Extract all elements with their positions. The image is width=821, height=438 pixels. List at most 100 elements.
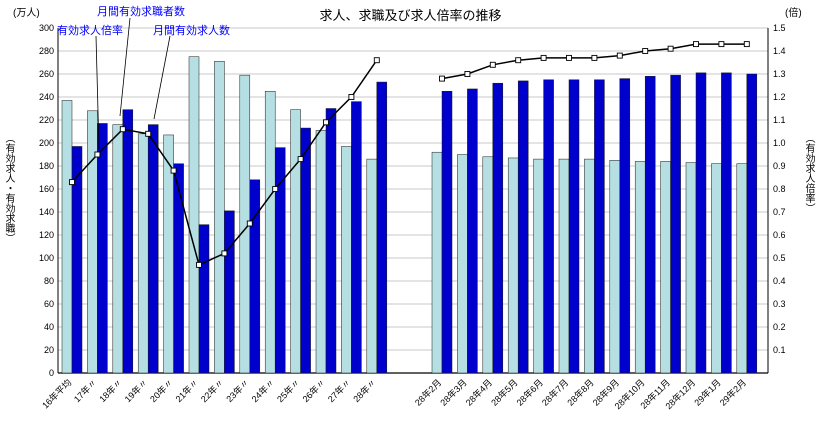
ratio-marker: [297, 156, 304, 163]
right-tick-label: 0.9: [773, 161, 786, 171]
left-tick-label: 140: [39, 207, 54, 217]
ratio-marker: [94, 151, 101, 158]
openings-bar: [173, 163, 184, 374]
seekers-bar: [315, 130, 327, 374]
ratio-marker: [272, 186, 279, 192]
right-tick-label: 0.4: [773, 276, 786, 286]
openings-bar: [122, 109, 134, 374]
left-tick-label: 220: [39, 115, 54, 125]
seekers-bar: [431, 151, 443, 374]
openings-bar: [249, 179, 261, 374]
left-tick-label: 40: [44, 322, 54, 332]
ratio-marker: [642, 48, 649, 54]
x-category-label: 29年2月: [717, 377, 748, 408]
openings-bar: [619, 78, 631, 374]
x-category-label: 22年〃: [198, 377, 226, 405]
seekers-bar: [634, 161, 646, 374]
openings-bar: [695, 72, 707, 374]
openings-bar: [746, 73, 758, 374]
legend-pointer-line: [95, 35, 100, 150]
x-category-label: 28年6月: [514, 377, 545, 408]
seekers-bar: [685, 162, 697, 374]
openings-bar: [543, 79, 554, 374]
seekers-bar: [61, 100, 73, 374]
seekers-bar: [533, 158, 544, 374]
ratio-marker: [246, 220, 253, 227]
seekers-bar: [290, 109, 301, 374]
left-tick-label: 120: [39, 230, 54, 240]
right-tick-label: 1.2: [773, 92, 786, 102]
x-category-label: 21年〃: [173, 377, 201, 405]
ratio-marker: [616, 52, 623, 59]
right-axis-title: （有効求人倍率）: [803, 133, 814, 213]
left-tick-label: 280: [39, 46, 54, 56]
seekers-bar: [736, 163, 748, 374]
seekers-bar: [264, 91, 276, 374]
ratio-marker: [515, 57, 522, 64]
openings-bar: [467, 88, 478, 374]
left-tick-label: 240: [39, 92, 54, 102]
openings-bar: [517, 80, 529, 374]
seekers-bar: [711, 163, 722, 374]
openings-bar: [376, 81, 388, 374]
left-tick-label: 100: [39, 253, 54, 263]
right-tick-label: 1.4: [773, 46, 786, 56]
x-category-label: 27年〃: [325, 377, 353, 405]
ratio-marker: [718, 41, 725, 48]
ratio-marker: [170, 167, 177, 174]
seekers-bar: [457, 154, 468, 374]
ratio-marker: [566, 54, 572, 61]
right-axis-unit: (倍): [785, 8, 802, 19]
left-tick-label: 300: [39, 23, 54, 33]
ratio-marker: [489, 61, 496, 68]
ratio-marker: [69, 179, 75, 186]
right-tick-label: 0.8: [773, 184, 786, 194]
right-tick-label: 0.5: [773, 253, 786, 263]
openings-bar: [300, 127, 311, 374]
x-category-label: 23年〃: [224, 377, 252, 405]
seekers-bar: [188, 56, 200, 374]
x-category-label: 25年〃: [274, 377, 302, 405]
ratio-marker: [145, 130, 152, 137]
ratio-marker: [119, 126, 126, 133]
left-tick-label: 260: [39, 69, 54, 79]
seekers-bar: [214, 61, 225, 374]
ratio-marker: [667, 45, 674, 52]
x-category-label: 28年4月: [463, 377, 494, 408]
openings-bar: [224, 210, 235, 374]
chart-title: 求人、求職及び求人倍率の推移: [319, 8, 502, 23]
openings-bar: [492, 82, 504, 374]
openings-bar: [274, 147, 286, 374]
left-tick-label: 160: [39, 184, 54, 194]
openings-bar: [644, 76, 656, 374]
ratio-marker: [348, 94, 355, 100]
x-category-label: 26年〃: [300, 377, 328, 405]
openings-bar: [147, 124, 159, 374]
seekers-bar: [507, 157, 519, 374]
x-category-label: 29年1月: [692, 377, 723, 408]
openings-bar: [568, 79, 580, 374]
openings-bar: [71, 146, 83, 374]
legend-ratio-label: 有効求人倍率: [57, 25, 123, 37]
legend-pointer-line: [153, 35, 171, 120]
ratio-marker: [693, 41, 699, 48]
right-tick-label: 1.3: [773, 69, 786, 79]
legend-openings-label: 月間有効求人数: [153, 25, 230, 37]
ratio-marker: [221, 250, 228, 257]
x-category-label: 18年〃: [97, 377, 125, 405]
openings-bar: [97, 123, 108, 374]
seekers-bar: [87, 110, 98, 374]
x-category-label: 19年〃: [122, 377, 150, 405]
x-category-label: 28年7月: [539, 377, 570, 408]
ratio-marker: [743, 41, 750, 48]
ratio-marker: [196, 261, 202, 268]
x-category-label: 28年〃: [351, 377, 379, 405]
right-tick-label: 0.2: [773, 322, 786, 332]
seekers-bar: [609, 160, 621, 374]
right-tick-label: 0.6: [773, 230, 786, 240]
x-category-label: 16年平均: [39, 377, 73, 411]
ratio-marker: [540, 54, 547, 61]
left-tick-label: 200: [39, 138, 54, 148]
